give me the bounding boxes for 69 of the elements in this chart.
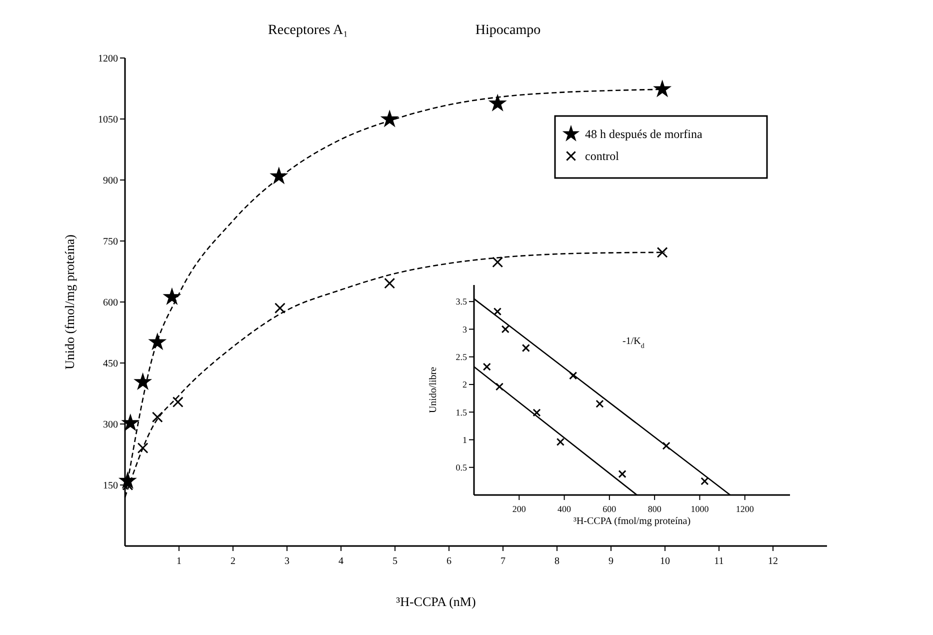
- y-tick-label: 0.5: [456, 462, 468, 473]
- point: [384, 278, 396, 289]
- x-tick-label: 600: [602, 504, 617, 514]
- point: [532, 408, 541, 417]
- y-tick-label: 1: [462, 434, 467, 445]
- x-tick-label: 11: [714, 556, 724, 567]
- y-tick-label: 3.5: [456, 296, 468, 307]
- point: [569, 372, 578, 380]
- y-tick-label: 600: [103, 298, 118, 308]
- point: [501, 325, 510, 334]
- y-tick-label: 450: [103, 358, 118, 370]
- point: [656, 246, 668, 258]
- x-tick-label: 10: [660, 556, 670, 567]
- x-tick-label: 3: [284, 556, 290, 567]
- x-tick-label: 1000: [690, 504, 710, 514]
- y-tick-label: 750: [103, 236, 118, 248]
- x-tick-label: 2: [230, 556, 236, 567]
- point: [137, 442, 148, 454]
- x-tick-label: 6: [446, 556, 452, 567]
- point: [654, 81, 670, 96]
- annotation: -1/K$_{d}$: [622, 336, 645, 350]
- y-tick-label: 2: [462, 380, 467, 390]
- point: [662, 442, 670, 450]
- point: [522, 344, 530, 352]
- point: [172, 396, 184, 408]
- x-tick-label: 4: [338, 556, 344, 567]
- point: [490, 95, 506, 110]
- point: [164, 289, 180, 304]
- point: [382, 111, 398, 126]
- point: [618, 470, 626, 478]
- point: [135, 374, 151, 389]
- point: [596, 400, 604, 408]
- point: [492, 256, 504, 268]
- y-tick-label: 300: [103, 420, 118, 430]
- y-tick-label: 1.5: [456, 407, 468, 418]
- x-tick-label: 1200: [736, 504, 754, 514]
- point: [700, 477, 709, 486]
- chart-title: Receptores A₁: [268, 23, 348, 38]
- point: [150, 334, 166, 349]
- legend-label: 48 h después de morfina: [585, 127, 703, 141]
- y-axis-title: Unido (fmol/mg proteína): [62, 234, 77, 370]
- x-tick-label: 800: [648, 504, 662, 514]
- y-tick-label: 2.5: [456, 352, 468, 362]
- y-tick-label: 150: [103, 480, 118, 492]
- x-tick-label: 8: [554, 556, 560, 567]
- x-tick-label: 400: [558, 504, 572, 514]
- x-tick-label: 7: [500, 556, 506, 567]
- point: [495, 382, 504, 391]
- x-tick-label: 12: [768, 556, 778, 567]
- y-axis-title: Unido/libre: [428, 366, 439, 414]
- point: [122, 415, 138, 430]
- legend-label: control: [585, 149, 620, 163]
- y-tick-label: 1200: [98, 54, 118, 64]
- x-tick-label: 9: [608, 556, 614, 567]
- y-tick-label: 900: [103, 176, 118, 186]
- x-tick-label: 1: [176, 556, 182, 567]
- point: [271, 168, 287, 184]
- y-tick-label: 1050: [98, 114, 118, 126]
- chart-subtitle: Hipocampo: [475, 23, 541, 38]
- x-tick-label: 200: [512, 504, 526, 514]
- x-tick-label: 5: [392, 556, 398, 567]
- point: [493, 307, 502, 316]
- point: [556, 438, 564, 446]
- point: [152, 412, 163, 423]
- x-axis-title: ³H-CCPA (fmol/mg proteína): [573, 516, 691, 527]
- x-axis-title: ³H-CCPA (nM): [396, 594, 476, 609]
- y-tick-label: 3: [462, 324, 468, 334]
- point: [482, 362, 491, 371]
- point: [274, 302, 286, 314]
